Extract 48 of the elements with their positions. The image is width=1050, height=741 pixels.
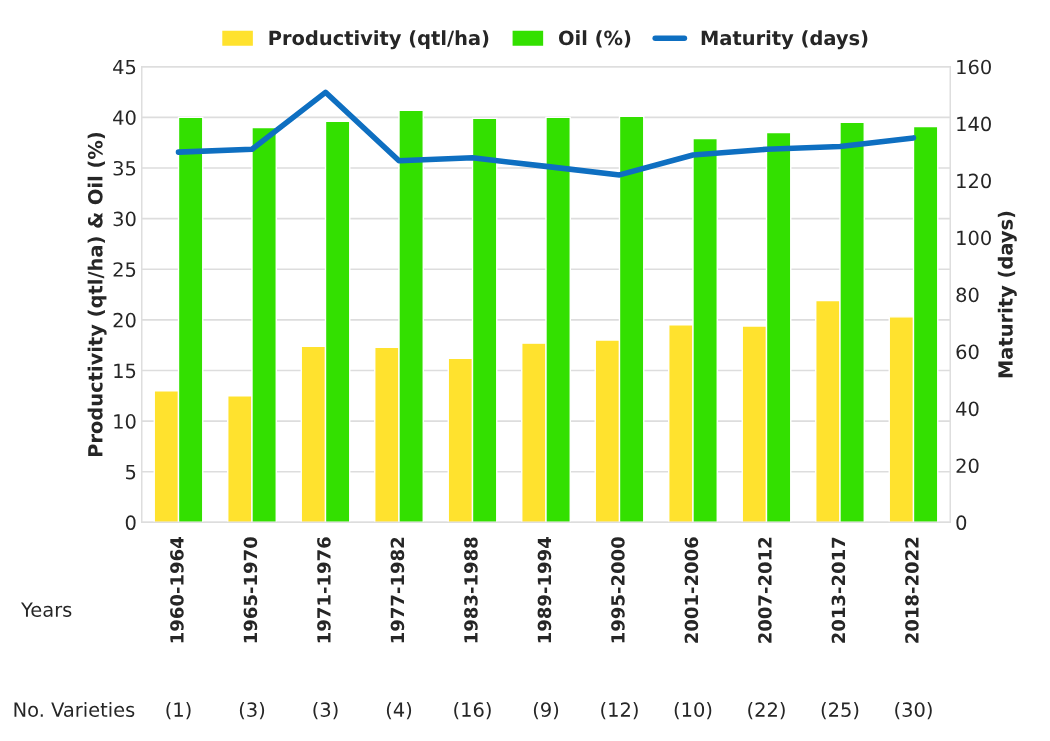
y2-tick-label: 100 bbox=[957, 230, 991, 246]
y-tick-label: 25 bbox=[113, 262, 136, 277]
y-tick-label: 15 bbox=[114, 363, 136, 379]
x-tick-label: 1965-1970 bbox=[243, 537, 258, 643]
y2-tick-label: 0 bbox=[956, 515, 967, 531]
x-tick-label: 2013-2017 bbox=[831, 537, 846, 643]
text: (25) bbox=[821, 701, 859, 720]
text: (22) bbox=[748, 701, 785, 720]
y-axis-title: Productivity (qtl/ha) & Oil (%) bbox=[87, 132, 107, 457]
x-tick-label: 2001-2006 bbox=[684, 537, 699, 643]
x-tick-label: 1989-1994 bbox=[537, 537, 552, 643]
y-tick-label: 35 bbox=[113, 160, 136, 176]
y2-tick-label: 140 bbox=[957, 116, 991, 132]
text: (1) bbox=[166, 701, 191, 720]
x-tick-label: 2018-2022 bbox=[905, 537, 919, 643]
text: (30) bbox=[895, 701, 932, 720]
text: (3) bbox=[313, 701, 338, 720]
y2-tick-label: 40 bbox=[956, 401, 979, 417]
x-tick-label: 1971-1976 bbox=[317, 537, 331, 643]
x-tick-label: 1977-1982 bbox=[390, 537, 405, 643]
y2-tick-label: 120 bbox=[957, 173, 991, 189]
text: (3) bbox=[239, 701, 265, 720]
text: (4) bbox=[386, 701, 412, 720]
x-tick-label: 2007-2012 bbox=[758, 537, 772, 643]
text: (16) bbox=[454, 701, 491, 720]
y2-axis-title: Maturity (days) bbox=[997, 211, 1017, 378]
x-tick-label: 1983-1988 bbox=[464, 537, 478, 643]
text: (12) bbox=[601, 701, 638, 720]
y-tick-label: 45 bbox=[113, 59, 136, 75]
y-tick-label: 40 bbox=[113, 110, 136, 125]
text: (9) bbox=[533, 701, 559, 720]
y-tick-label: 20 bbox=[113, 312, 136, 328]
x-tick-label: 1960-1964 bbox=[170, 537, 184, 643]
legend-label: Maturity (days) bbox=[701, 30, 868, 50]
y2-tick-label: 80 bbox=[956, 287, 979, 303]
y-tick-label: 5 bbox=[126, 464, 136, 480]
text: No. Varieties bbox=[14, 701, 135, 717]
legend-label: Productivity (qtl/ha) bbox=[269, 30, 489, 50]
legend-label: Oil (%) bbox=[558, 30, 631, 48]
x-axis-title: Years bbox=[20, 602, 72, 617]
y-tick-label: 10 bbox=[114, 414, 136, 429]
y2-tick-label: 60 bbox=[956, 344, 979, 360]
text: (10) bbox=[674, 701, 712, 720]
y2-tick-label: 20 bbox=[956, 458, 979, 474]
y2-tick-label: 160 bbox=[957, 59, 991, 75]
x-tick-label: 1995-2000 bbox=[611, 537, 625, 643]
y-tick-label: 30 bbox=[113, 211, 136, 227]
y-tick-label: 0 bbox=[125, 515, 136, 531]
